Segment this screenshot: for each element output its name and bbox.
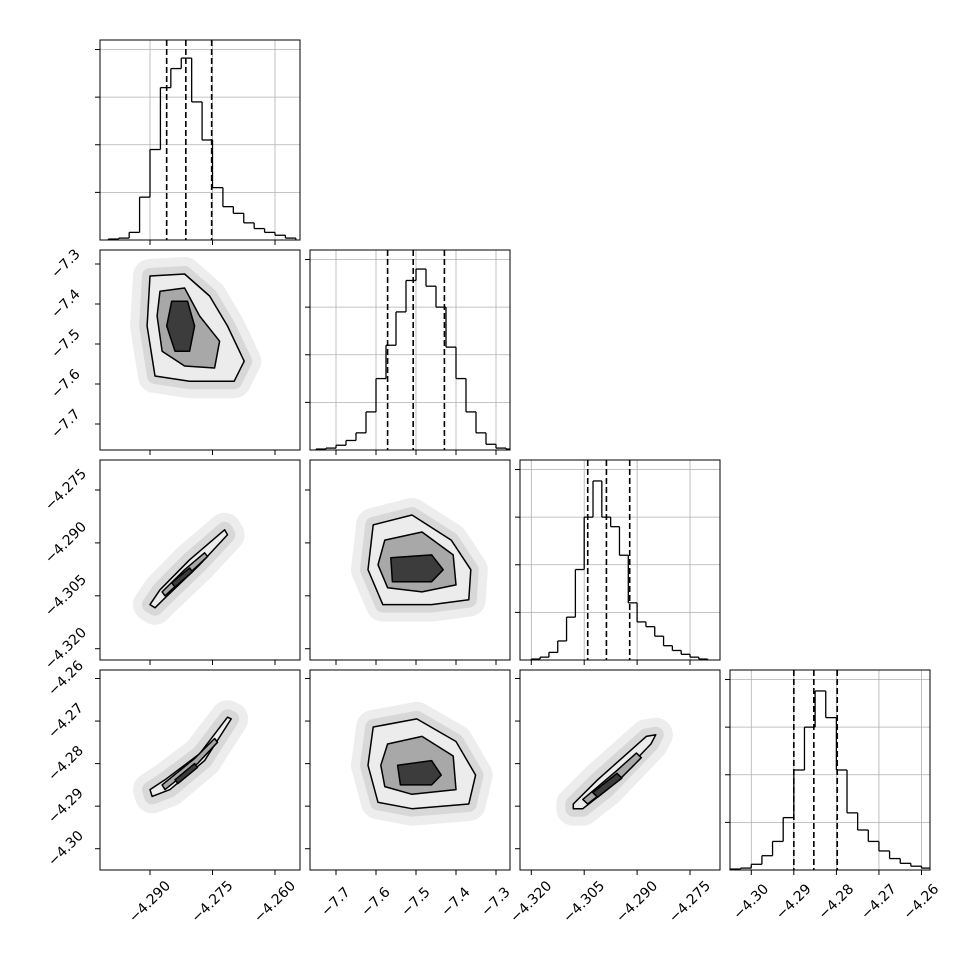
- axes-frame: [519, 459, 721, 661]
- y-tick-label: −4.30: [45, 828, 87, 870]
- histogram-panel: [520, 460, 720, 660]
- x-tick-label: −4.29: [773, 881, 815, 923]
- density-panel: [556, 717, 673, 826]
- y-tick-label: −7.4: [48, 286, 83, 321]
- axes-frame: [99, 459, 301, 661]
- y-tick-label: −7.7: [48, 406, 83, 441]
- density-panel: [130, 257, 262, 399]
- axes-frame: [729, 669, 931, 871]
- density-panel: [133, 512, 245, 625]
- x-tick-label: −4.260: [251, 878, 299, 926]
- contour: [390, 554, 444, 583]
- density-panel: [133, 700, 249, 814]
- density-panel: [351, 701, 493, 826]
- contour: [149, 716, 232, 798]
- histogram-panel: [100, 40, 300, 240]
- contour: [165, 300, 196, 352]
- y-tick-label: −7.6: [48, 366, 83, 401]
- x-tick-label: −7.4: [438, 884, 473, 919]
- axes-frame: [309, 459, 511, 661]
- contour: [161, 737, 219, 791]
- contour: [591, 772, 623, 798]
- density-panel: [351, 498, 488, 622]
- y-tick-label: −4.29: [45, 785, 87, 827]
- x-tick-label: −4.320: [507, 878, 555, 926]
- x-tick-label: −4.275: [189, 878, 237, 926]
- axes-frame: [309, 669, 511, 871]
- x-tick-label: −4.290: [126, 878, 174, 926]
- axes-frame: [309, 249, 511, 451]
- x-tick-label: −4.28: [816, 881, 858, 923]
- y-tick-label: −4.305: [42, 572, 90, 620]
- axes-frame: [99, 669, 301, 871]
- y-tick-label: −4.275: [42, 466, 90, 514]
- x-tick-label: −4.26: [901, 881, 943, 923]
- x-tick-label: −4.27: [858, 881, 900, 923]
- x-tick-label: −7.7: [318, 884, 353, 919]
- histogram-panel: [730, 670, 930, 870]
- x-tick-label: −4.305: [560, 878, 608, 926]
- contour: [174, 762, 199, 785]
- x-tick-label: −4.30: [730, 881, 772, 923]
- axes-frame: [99, 39, 301, 241]
- y-tick-label: −4.27: [45, 700, 87, 742]
- axes-frame: [519, 669, 721, 871]
- y-tick-label: −4.290: [42, 519, 90, 567]
- y-tick-label: −7.5: [48, 326, 83, 361]
- x-tick-label: −7.5: [398, 884, 433, 919]
- histogram-panel: [310, 250, 510, 450]
- x-tick-label: −7.6: [358, 884, 393, 919]
- y-tick-label: −7.3: [48, 246, 83, 281]
- axes-frame: [99, 249, 301, 451]
- contour: [170, 567, 194, 588]
- x-tick-label: −4.290: [613, 878, 661, 926]
- y-tick-label: −4.28: [45, 743, 87, 785]
- x-tick-label: −4.275: [666, 878, 714, 926]
- contour: [396, 759, 442, 786]
